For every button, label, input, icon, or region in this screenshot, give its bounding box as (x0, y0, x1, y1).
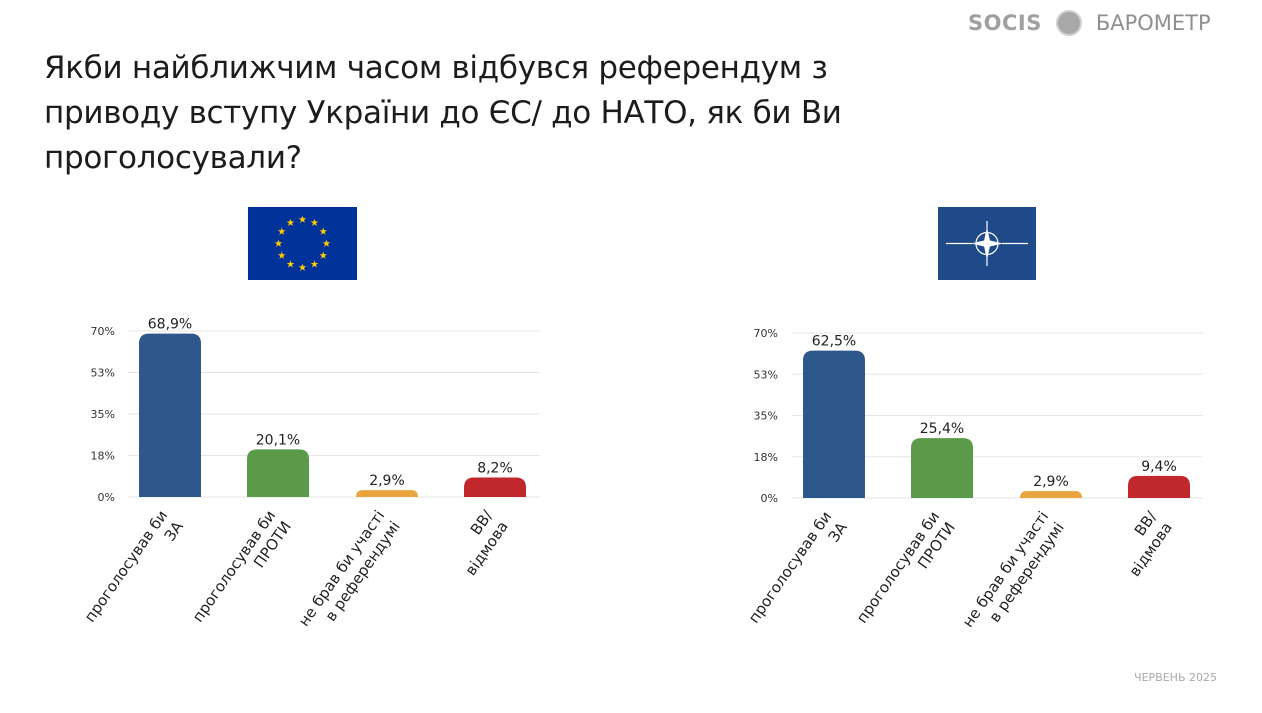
x-tick-label-line: проголосував би (745, 508, 836, 627)
star-icon (286, 260, 295, 268)
x-tick-label-line: проголосував би (81, 507, 172, 626)
x-tick-label: не брав би участів референдумі (959, 508, 1068, 642)
x-tick-label: проголосував биПРОТИ (189, 507, 295, 636)
y-tick-label: 35% (754, 410, 778, 423)
x-tick-label: проголосував биЗА (745, 507, 851, 637)
nato-flag-icon (938, 207, 1036, 280)
bar (1020, 491, 1082, 498)
chart-1: 0% 18% 35% 53% 70% 62,5% проголосував биЗА 25,4… (745, 327, 1203, 642)
data-label: 20,1% (256, 432, 300, 448)
y-tick-label: 53% (91, 367, 115, 380)
star-icon (286, 218, 295, 226)
y-tick-label: 18% (754, 451, 778, 464)
data-label: 8,2% (477, 461, 513, 477)
y-tick-label: 70% (91, 325, 115, 338)
brand-logo: SOCIS БАРОМЕТР (968, 10, 1211, 36)
x-tick-label: ВВ/відмова (446, 506, 512, 579)
bar (139, 333, 201, 497)
x-tick-label: ВВ/відмова (1110, 507, 1176, 580)
star-icon (322, 239, 331, 247)
socis-logo: SOCIS (968, 11, 1042, 35)
star-icon (277, 227, 286, 235)
star-icon (277, 251, 286, 259)
bar (803, 350, 865, 498)
x-tick-label: проголосував биПРОТИ (853, 508, 959, 637)
star-icon (298, 215, 307, 223)
page-title: Якби найближчим часом відбувся референду… (44, 50, 842, 176)
chart-0: 0% 18% 35% 53% 70% 68,9% проголосував биЗА 20,1… (81, 317, 540, 641)
bar (247, 449, 309, 497)
y-tick-label: 53% (754, 368, 778, 381)
x-tick-label: проголосував биЗА (81, 506, 187, 636)
footer-date: ЧЕРВЕНЬ 2025 (1134, 671, 1217, 684)
eu-flag-icon (248, 207, 357, 280)
bar (356, 490, 418, 497)
barometr-label: БАРОМЕТР (1095, 11, 1211, 35)
y-tick-label: 0% (761, 492, 778, 505)
bar (1128, 475, 1190, 498)
y-tick-label: 18% (91, 450, 115, 463)
bar (464, 477, 526, 497)
data-label: 2,9% (1033, 474, 1069, 490)
data-label: 25,4% (920, 421, 964, 437)
seal-icon (1055, 10, 1082, 36)
star-icon (319, 227, 328, 235)
star-icon (274, 239, 283, 247)
star-icon (310, 218, 319, 226)
star-icon (319, 251, 328, 259)
bar (911, 438, 973, 498)
data-label: 2,9% (369, 473, 405, 489)
data-label: 62,5% (812, 334, 856, 350)
star-icon (298, 263, 307, 271)
y-tick-label: 0% (98, 491, 115, 504)
data-label: 9,4% (1141, 459, 1177, 475)
x-tick-label: не брав би участів референдумі (295, 507, 404, 641)
star-icon (310, 260, 319, 268)
y-tick-label: 35% (91, 408, 115, 421)
y-tick-label: 70% (754, 327, 778, 340)
data-label: 68,9% (148, 317, 192, 333)
